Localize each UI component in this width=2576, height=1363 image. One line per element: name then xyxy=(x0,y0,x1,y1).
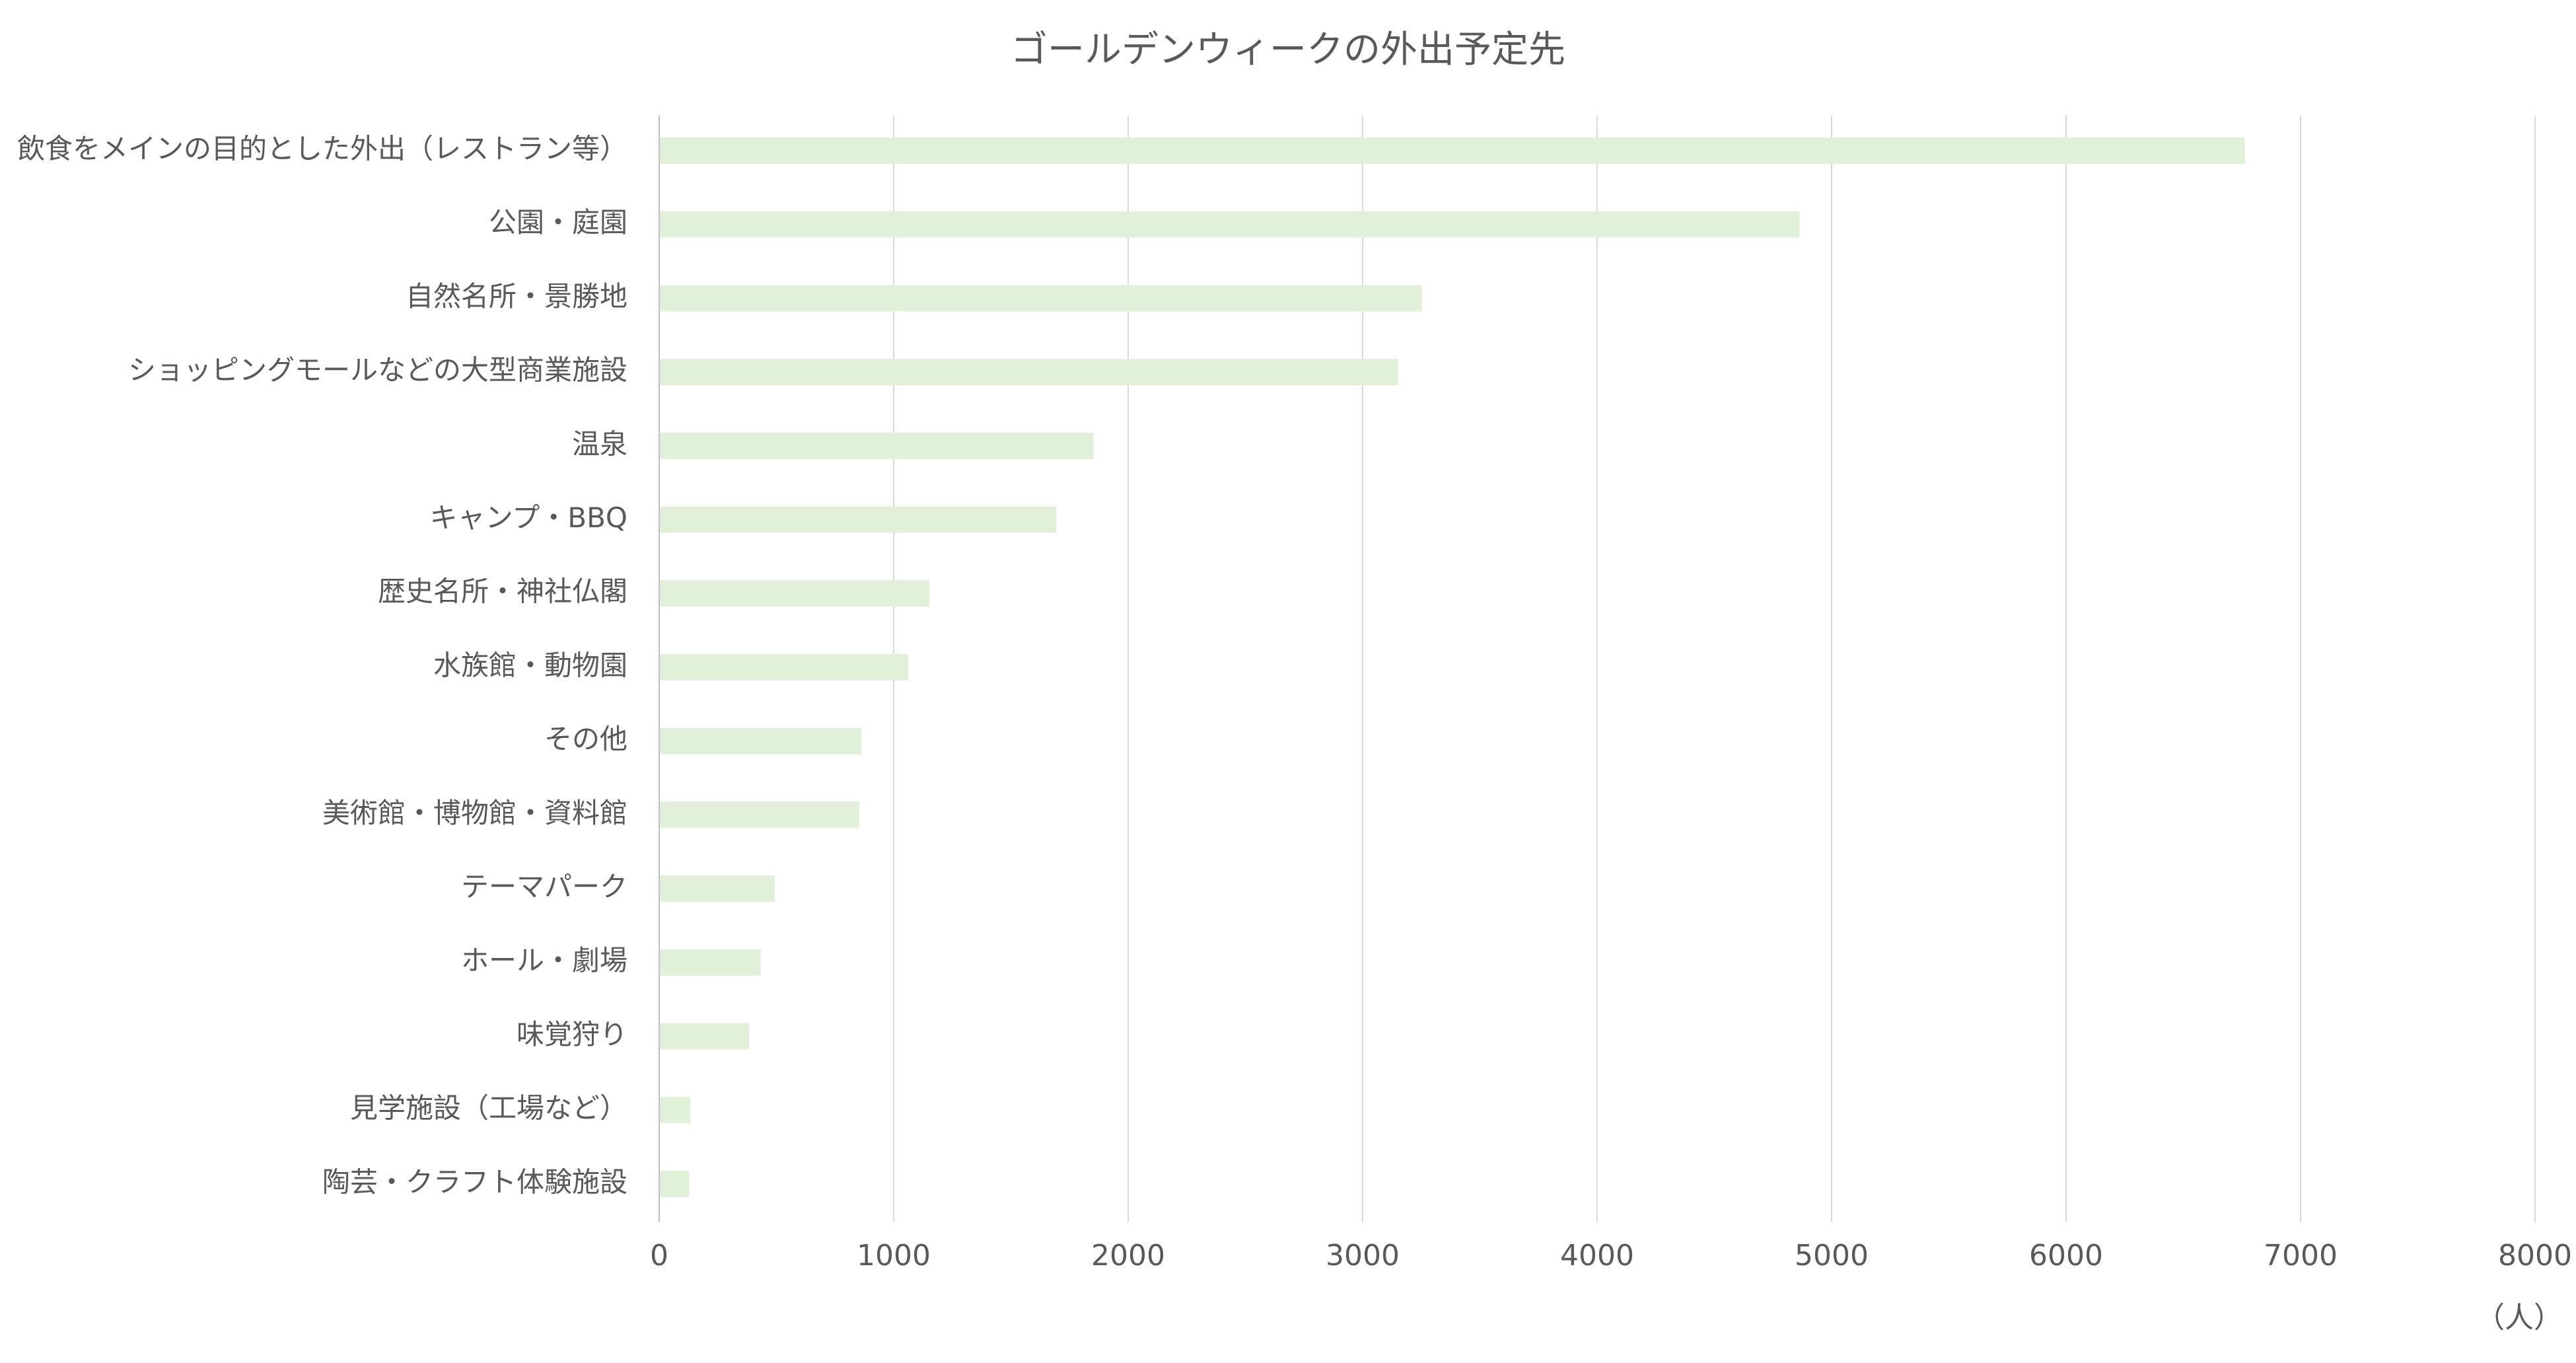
category-label: 陶芸・クラフト体験施設 xyxy=(322,1165,627,1198)
bar-13 xyxy=(660,1023,749,1050)
category-label: 水族館・動物園 xyxy=(433,649,627,681)
bar-11 xyxy=(660,875,775,902)
bar-10 xyxy=(660,801,859,829)
x-tick-label: 0 xyxy=(650,1239,668,1272)
x-axis-unit-label: （人） xyxy=(2476,1301,2563,1335)
bar-3 xyxy=(660,285,1422,312)
category-label: 美術館・博物館・資料館 xyxy=(322,797,627,829)
category-label: 公園・庭園 xyxy=(489,206,627,239)
x-tick-label: 2000 xyxy=(1091,1239,1165,1272)
x-tick-label: 1000 xyxy=(857,1239,931,1272)
x-tick-label: 8000 xyxy=(2498,1239,2572,1272)
category-label: 飲食をメインの目的とした外出（レストラン等） xyxy=(17,133,627,165)
category-label: 見学施設（工場など） xyxy=(350,1092,627,1124)
x-tick-label: 7000 xyxy=(2264,1239,2338,1272)
x-tick-label: 4000 xyxy=(1560,1239,1634,1272)
category-label: ホール・劇場 xyxy=(461,944,627,976)
bar-15 xyxy=(660,1170,690,1197)
bar-5 xyxy=(660,432,1094,459)
category-label: 味覚狩り xyxy=(517,1018,627,1050)
x-tick-label: 6000 xyxy=(2029,1239,2103,1272)
chart-title: ゴールデンウィークの外出予定先 xyxy=(1011,28,1565,71)
bar-7 xyxy=(660,580,930,607)
category-label: テーマパーク xyxy=(461,871,627,903)
category-label: ショッピングモールなどの大型商業施設 xyxy=(128,354,627,387)
bar-14 xyxy=(660,1097,691,1124)
category-label: 自然名所・景勝地 xyxy=(406,280,627,313)
bar-4 xyxy=(660,359,1399,386)
x-tick-label: 5000 xyxy=(1795,1239,1869,1272)
bar-12 xyxy=(660,949,761,976)
category-label: キャンプ・BBQ xyxy=(430,501,627,534)
x-tick-label: 3000 xyxy=(1326,1239,1400,1272)
category-label: その他 xyxy=(544,723,627,755)
bar-6 xyxy=(660,506,1056,533)
category-label: 歴史名所・神社仏閣 xyxy=(378,575,627,608)
bar-1 xyxy=(660,137,2245,164)
category-label: 温泉 xyxy=(572,427,627,460)
bar-8 xyxy=(660,653,909,681)
bar-2 xyxy=(660,211,1800,238)
bar-9 xyxy=(660,727,862,755)
